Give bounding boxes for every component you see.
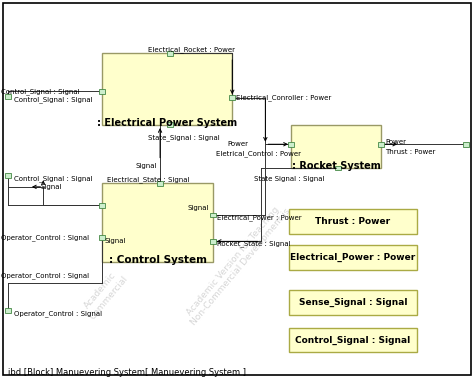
- FancyBboxPatch shape: [102, 183, 213, 262]
- FancyBboxPatch shape: [5, 94, 11, 99]
- FancyBboxPatch shape: [288, 142, 294, 147]
- Text: : Rocket System: : Rocket System: [292, 161, 381, 171]
- FancyBboxPatch shape: [289, 245, 417, 269]
- FancyBboxPatch shape: [210, 239, 217, 244]
- Text: Academic
Commercial: Academic Commercial: [80, 267, 129, 321]
- FancyBboxPatch shape: [167, 51, 173, 56]
- Text: Control_Signal : Signal: Control_Signal : Signal: [14, 96, 92, 103]
- Text: Signal: Signal: [136, 163, 157, 169]
- FancyBboxPatch shape: [289, 209, 417, 234]
- Text: : Electrical Power System: : Electrical Power System: [97, 118, 237, 128]
- Text: ibd [Block] Manuevering System[ Manuevering System ]: ibd [Block] Manuevering System[ Manuever…: [8, 369, 246, 377]
- FancyBboxPatch shape: [335, 166, 341, 171]
- FancyBboxPatch shape: [229, 95, 236, 100]
- FancyBboxPatch shape: [210, 212, 217, 217]
- Text: Control_Signal : Signal: Control_Signal : Signal: [295, 336, 410, 345]
- FancyBboxPatch shape: [99, 89, 105, 93]
- Text: Operator_Control : Signal: Operator_Control : Signal: [0, 234, 89, 241]
- Text: Electrical_Power : Power: Electrical_Power : Power: [290, 253, 415, 262]
- Text: Thrust : Power: Thrust : Power: [315, 217, 391, 226]
- Text: Operator_Control : Signal: Operator_Control : Signal: [0, 272, 89, 279]
- FancyBboxPatch shape: [167, 122, 173, 127]
- Text: Academic Version for Teaching
Non-Commercial Development is: Academic Version for Teaching Non-Commer…: [182, 200, 292, 328]
- Text: Electrical_Power : Power: Electrical_Power : Power: [217, 214, 302, 221]
- FancyBboxPatch shape: [463, 142, 469, 147]
- FancyBboxPatch shape: [5, 173, 11, 178]
- Text: Power: Power: [228, 141, 248, 147]
- Text: Signal: Signal: [187, 204, 209, 211]
- Text: State_Signal : Signal: State_Signal : Signal: [148, 135, 219, 141]
- Text: Rocket_State : Signal: Rocket_State : Signal: [217, 241, 291, 247]
- Text: Control_Signal : Signal: Control_Signal : Signal: [0, 88, 79, 95]
- FancyBboxPatch shape: [5, 309, 11, 313]
- FancyBboxPatch shape: [3, 3, 471, 375]
- Text: Operator_Control : Signal: Operator_Control : Signal: [14, 310, 102, 317]
- Text: Signal: Signal: [41, 184, 63, 190]
- Text: Control_Signal : Signal: Control_Signal : Signal: [14, 175, 92, 182]
- FancyBboxPatch shape: [289, 290, 417, 315]
- FancyBboxPatch shape: [99, 235, 105, 240]
- Text: Power: Power: [385, 139, 406, 145]
- Text: Electrical_Rocket : Power: Electrical_Rocket : Power: [148, 46, 235, 53]
- Text: Thrust : Power: Thrust : Power: [385, 149, 435, 155]
- Text: Sense_Signal : Signal: Sense_Signal : Signal: [299, 298, 407, 307]
- Text: Electrical_Conroller : Power: Electrical_Conroller : Power: [236, 94, 331, 101]
- FancyBboxPatch shape: [99, 203, 105, 207]
- Text: Signal: Signal: [105, 238, 126, 244]
- Text: State Signal : Signal: State Signal : Signal: [254, 176, 324, 182]
- FancyBboxPatch shape: [289, 328, 417, 352]
- Text: Electrical_State : Signal: Electrical_State : Signal: [107, 176, 190, 183]
- Text: Eletrical_Control : Power: Eletrical_Control : Power: [216, 150, 301, 157]
- FancyBboxPatch shape: [378, 142, 384, 147]
- FancyBboxPatch shape: [292, 125, 381, 168]
- FancyBboxPatch shape: [157, 180, 163, 185]
- Text: : Control System: : Control System: [109, 255, 207, 265]
- FancyBboxPatch shape: [102, 53, 232, 125]
